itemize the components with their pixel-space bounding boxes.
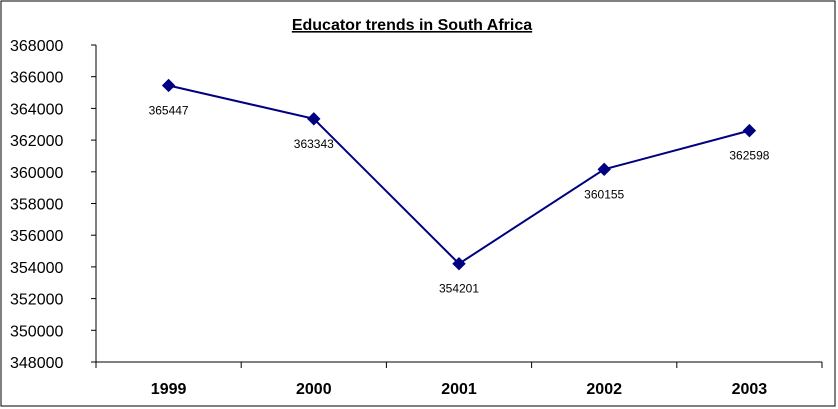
- data-point-marker: [597, 162, 611, 177]
- y-tick-label: 356000: [10, 228, 63, 245]
- y-tick-label: 366000: [10, 70, 63, 87]
- y-tick-label: 352000: [10, 292, 63, 309]
- data-label: 362598: [729, 149, 769, 163]
- data-label: 365447: [149, 103, 189, 117]
- data-point-marker: [452, 257, 466, 271]
- data-label: 363343: [294, 137, 334, 151]
- x-tick-label: 2003: [732, 381, 768, 398]
- data-label: 360155: [584, 187, 624, 201]
- y-axis-ticks: 348000 350000 352000 354000 356000 358000 3600…: [10, 38, 96, 372]
- axes: [95, 45, 822, 363]
- data-point-marker: [742, 123, 757, 138]
- y-tick-label: 350000: [10, 323, 63, 340]
- data-label: 354201: [439, 282, 479, 296]
- x-tick-label: 2000: [296, 381, 332, 398]
- y-tick-label: 364000: [10, 101, 63, 118]
- y-tick-label: 360000: [10, 165, 63, 182]
- data-point-marker: [161, 78, 176, 93]
- y-tick-label: 358000: [10, 197, 63, 214]
- data-point-marker: [307, 112, 321, 126]
- y-tick-label: 362000: [10, 133, 63, 150]
- x-tick-label: 2001: [441, 381, 477, 398]
- x-axis-ticks: 1999 2000 2001 2002 2003: [95, 362, 823, 398]
- x-tick-label: 2002: [586, 381, 622, 398]
- x-tick-label: 1999: [151, 381, 187, 398]
- y-tick-label: 348000: [10, 355, 63, 372]
- y-tick-label: 368000: [10, 38, 63, 55]
- y-tick-label: 354000: [10, 260, 63, 277]
- chart-title: Educator trends in South Africa: [292, 17, 532, 34]
- markers-group: [161, 78, 757, 271]
- data-labels-group: 365447 363343 354201 360155 362598: [149, 103, 770, 295]
